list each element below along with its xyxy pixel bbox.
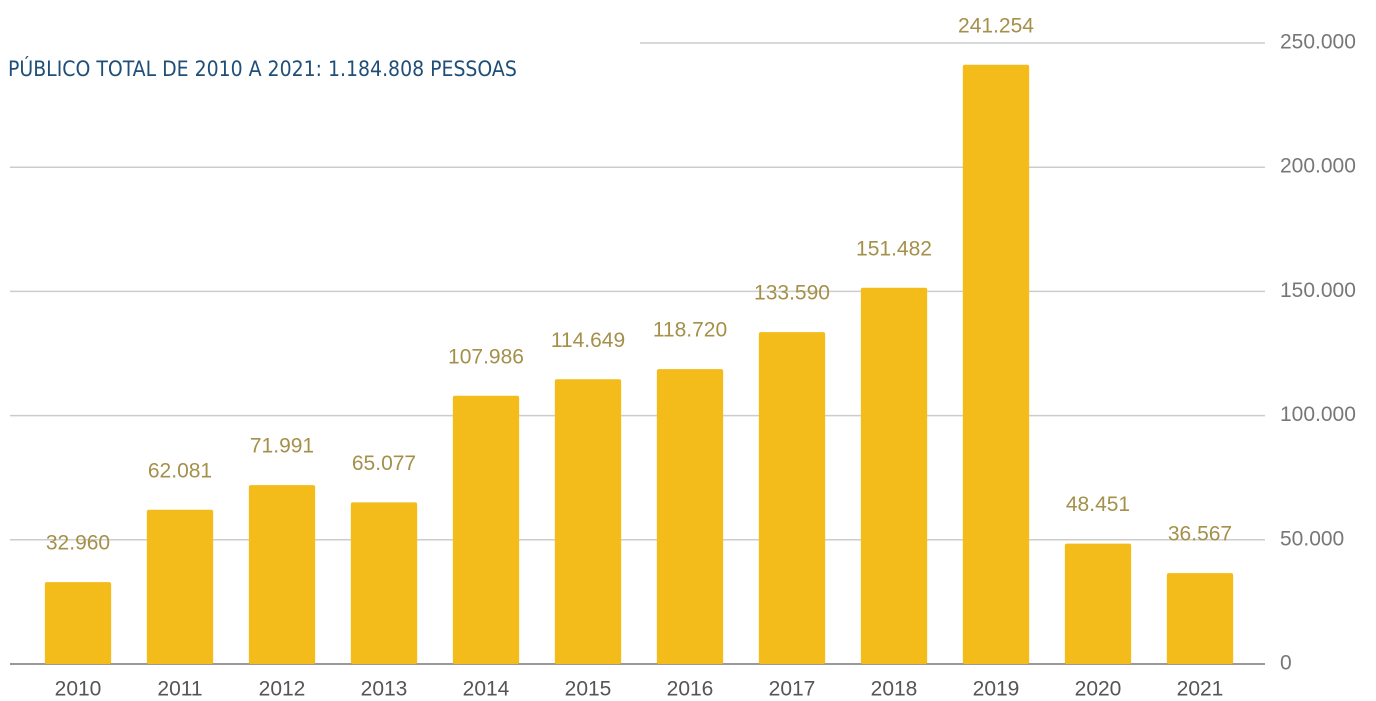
x-tick-label: 2019 — [973, 678, 1020, 701]
y-tick-label: 0 — [1280, 652, 1292, 675]
bar — [758, 332, 826, 664]
bar — [248, 485, 316, 664]
bar — [1064, 543, 1132, 664]
x-tick-label: 2013 — [361, 678, 408, 701]
x-tick-label: 2012 — [259, 678, 306, 701]
bar — [452, 395, 520, 664]
y-tick-label: 250.000 — [1280, 31, 1356, 54]
x-tick-label: 2018 — [871, 678, 918, 701]
data-label: 133.590 — [754, 282, 830, 305]
x-tick-label: 2015 — [565, 678, 612, 701]
chart-title: PÚBLICO TOTAL DE 2010 A 2021: 1.184.808 … — [8, 56, 517, 81]
x-tick-label: 2010 — [55, 678, 102, 701]
y-tick-label: 150.000 — [1280, 279, 1356, 302]
data-label: 62.081 — [148, 459, 212, 482]
data-label: 32.960 — [46, 532, 110, 555]
bar — [1166, 573, 1234, 664]
bar — [860, 287, 928, 664]
data-label: 151.482 — [856, 237, 932, 260]
bar — [44, 582, 112, 664]
data-label: 241.254 — [958, 14, 1034, 37]
y-tick-label: 50.000 — [1280, 527, 1344, 550]
x-tick-label: 2014 — [463, 678, 510, 701]
y-tick-label: 200.000 — [1280, 155, 1356, 178]
data-label: 48.451 — [1066, 493, 1130, 516]
x-tick-label: 2011 — [157, 678, 202, 701]
data-label: 114.649 — [551, 329, 625, 352]
data-label: 36.567 — [1168, 523, 1232, 546]
x-tick-label: 2017 — [769, 678, 816, 701]
bar — [962, 64, 1030, 664]
x-tick-label: 2020 — [1075, 678, 1122, 701]
bar — [656, 369, 724, 664]
bar — [350, 502, 418, 664]
bar — [554, 379, 622, 664]
data-label: 107.986 — [448, 345, 524, 368]
data-label: 65.077 — [352, 452, 416, 475]
x-tick-label: 2016 — [667, 678, 714, 701]
x-tick-label: 2021 — [1177, 678, 1224, 701]
data-label: 118.720 — [653, 319, 727, 342]
data-label: 71.991 — [250, 435, 314, 458]
bar — [146, 509, 214, 664]
y-tick-label: 100.000 — [1280, 403, 1356, 426]
